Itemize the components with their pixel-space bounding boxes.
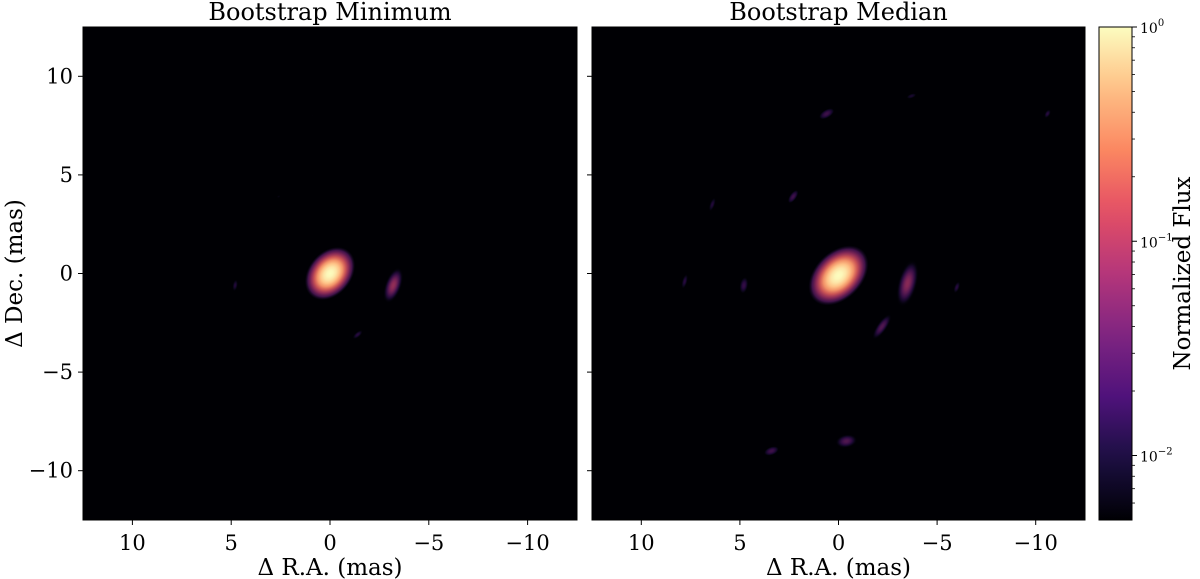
sources-panel-2	[679, 90, 1054, 459]
colorbar-tick-label: 10−1	[1140, 232, 1173, 251]
x-axis-label: Δ R.A. (mas)	[766, 555, 911, 579]
source-blob	[274, 192, 284, 201]
x-tick-label: 5	[733, 531, 746, 555]
source-blob	[304, 246, 356, 301]
source-blob	[814, 104, 839, 123]
x-tick-label: −5	[922, 531, 953, 555]
y-tick-label: 10	[46, 64, 73, 88]
source-blob	[868, 309, 895, 344]
y-tick-label: −10	[29, 459, 73, 483]
colorbar-tick-label: 10−2	[1140, 447, 1173, 466]
source-blob	[308, 113, 316, 119]
source-blob	[349, 327, 367, 343]
x-tick-label: 10	[119, 531, 146, 555]
x-tick-label: 10	[628, 531, 655, 555]
x-tick-label: −10	[1014, 531, 1058, 555]
y-tick-label: −5	[42, 360, 73, 384]
source-blob	[1041, 106, 1054, 122]
source-blob	[831, 431, 861, 451]
panel-title: Bootstrap Minimum	[208, 0, 452, 26]
colorbar-tick-label: 100	[1140, 18, 1164, 37]
source-blob	[706, 192, 719, 217]
colorbar-label: Normalized Flux	[1170, 176, 1196, 370]
source-blob	[679, 269, 691, 294]
panel-title: Bootstrap Median	[729, 0, 948, 26]
x-tick-label: 0	[832, 531, 845, 555]
x-tick-label: 0	[323, 531, 336, 555]
colorbar	[1098, 26, 1133, 521]
source-blob	[230, 275, 240, 296]
source-blob	[894, 255, 921, 311]
source-blob	[948, 442, 958, 448]
source-blob	[784, 185, 802, 208]
source-blob	[808, 245, 869, 306]
source-blob	[381, 264, 405, 306]
source-blob	[759, 443, 784, 459]
sources-panel-1	[230, 113, 405, 343]
source-blob	[901, 90, 922, 102]
x-axis-label: Δ R.A. (mas)	[257, 555, 402, 579]
y-tick-label: 0	[60, 262, 73, 286]
x-tick-label: 5	[225, 531, 238, 555]
x-tick-label: −10	[505, 531, 549, 555]
source-blob	[736, 271, 751, 299]
y-axis-label: Δ Dec. (mas)	[2, 199, 28, 348]
y-tick-label: 5	[60, 163, 73, 187]
x-tick-label: −5	[413, 531, 444, 555]
source-blob	[951, 277, 963, 298]
